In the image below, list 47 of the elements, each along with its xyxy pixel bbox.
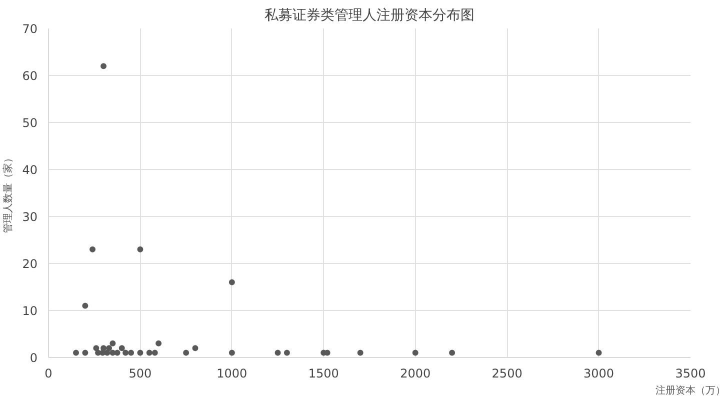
x-tick-label: 2500	[492, 366, 522, 380]
point	[152, 350, 158, 356]
x-tick-label: 3500	[675, 366, 706, 380]
point	[100, 345, 107, 352]
y-tick-label: 10	[22, 304, 38, 318]
x-tick-label: 1500	[308, 366, 339, 380]
y-tick-label: 70	[22, 22, 38, 36]
x-tick-label: 0	[44, 366, 52, 380]
y-axis-title: 管理人数量（家）	[2, 153, 14, 233]
chart-title: 私募证券类管理人注册资本分布图	[264, 8, 474, 24]
point	[104, 350, 110, 356]
x-tick-label: 3000	[584, 366, 614, 380]
point	[284, 350, 290, 356]
point	[449, 350, 456, 356]
point	[412, 350, 418, 356]
point	[90, 246, 96, 252]
point	[82, 302, 88, 309]
x-axis-title: 注册资本（万）	[656, 384, 720, 396]
x-tick-label: 500	[128, 366, 152, 380]
point	[100, 63, 107, 70]
y-tick-label: 60	[22, 69, 38, 83]
x-tick-label: 1000	[216, 366, 248, 380]
y-tick-label: 30	[22, 210, 38, 224]
point	[228, 279, 235, 286]
y-tick-label: 50	[22, 116, 38, 130]
point	[128, 350, 134, 356]
point	[228, 350, 235, 356]
point	[192, 345, 198, 352]
point	[137, 350, 144, 356]
point	[357, 350, 364, 356]
x-tick-label: 2000	[400, 366, 431, 380]
point	[122, 350, 129, 356]
point	[137, 246, 144, 252]
point	[274, 350, 281, 356]
point	[106, 345, 112, 352]
point	[73, 350, 80, 356]
point	[118, 345, 125, 352]
y-tick-label: 20	[22, 257, 38, 271]
point	[110, 340, 116, 346]
point	[156, 340, 162, 346]
point	[93, 345, 100, 352]
point	[82, 350, 88, 356]
y-tick-label: 40	[22, 163, 38, 177]
point	[183, 350, 190, 356]
point	[596, 350, 602, 356]
y-tick-label: 0	[30, 351, 38, 365]
point	[146, 350, 152, 356]
